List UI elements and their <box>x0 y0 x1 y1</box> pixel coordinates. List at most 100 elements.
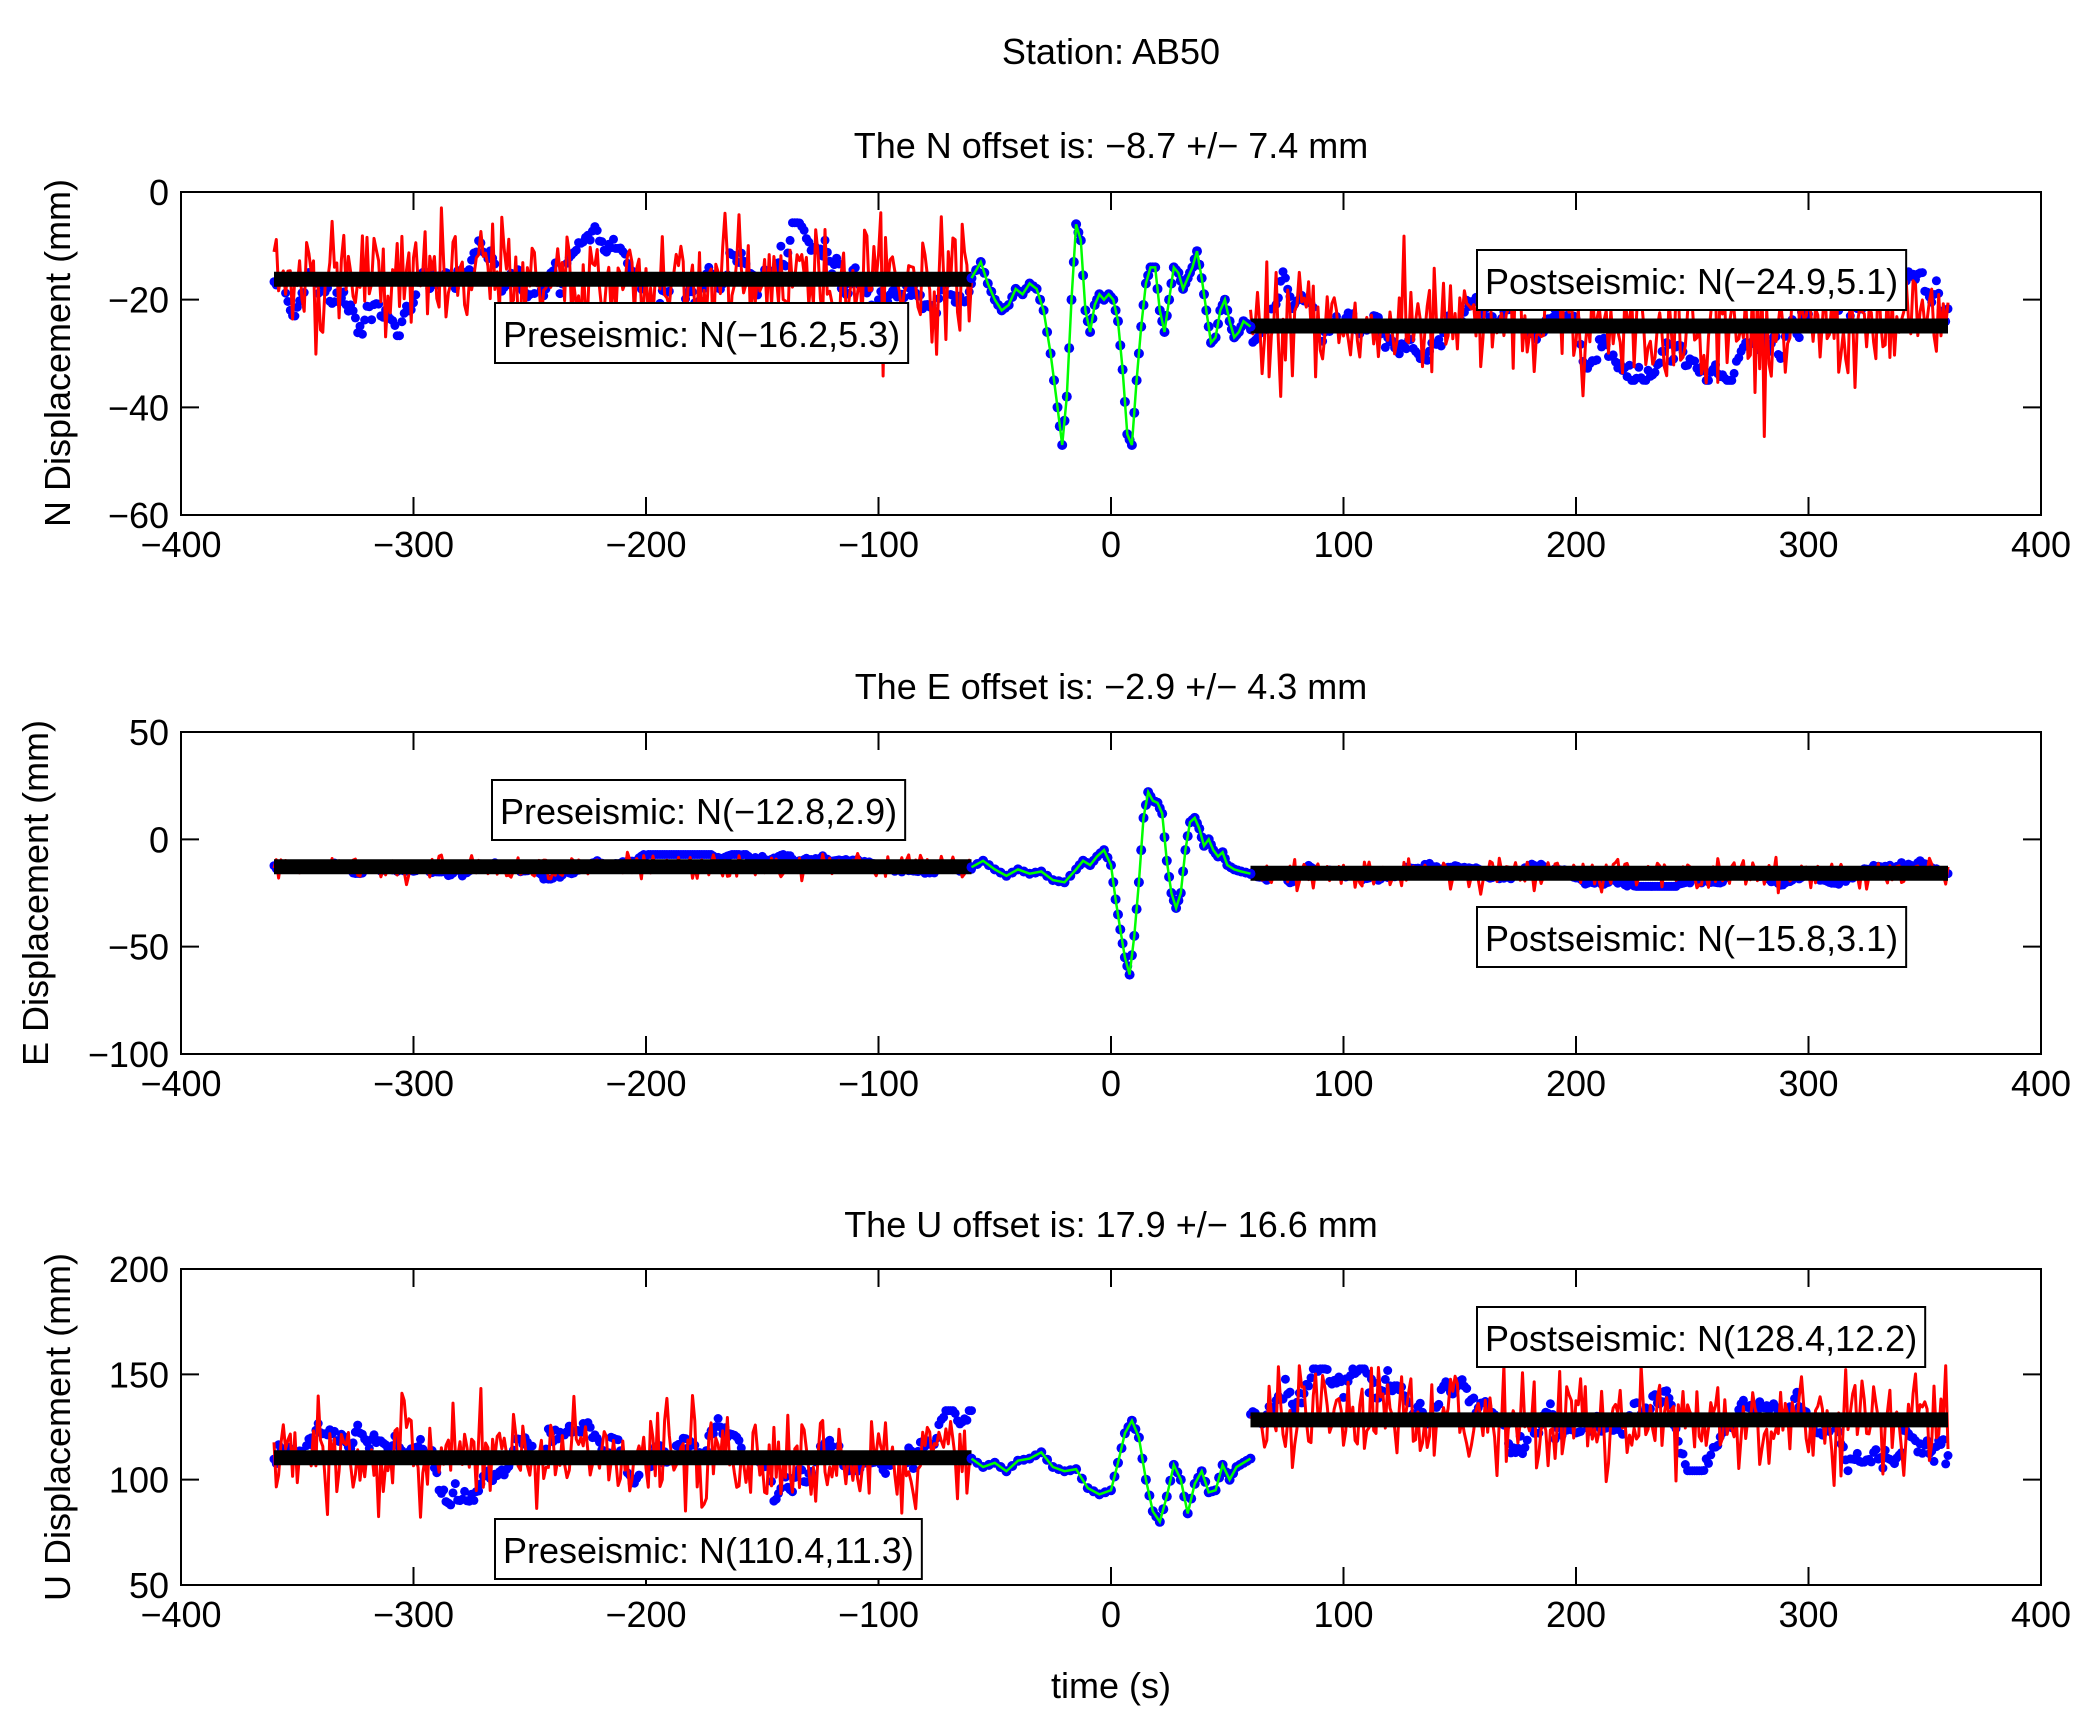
plot-area: −400 −300 −200 −100 0 100 200 300 400 50 100 150 200… <box>109 1249 2071 1635</box>
smoothed-point <box>350 313 360 323</box>
smoothed-point <box>460 1486 470 1496</box>
smoothed-point <box>1592 355 1602 365</box>
smoothed-point <box>395 331 404 341</box>
smoothed-point <box>1422 355 1432 365</box>
smoothed-point <box>469 1495 479 1505</box>
smoothed-point <box>1729 368 1739 378</box>
smoothed-point <box>357 329 367 339</box>
smoothed-point <box>348 306 358 316</box>
x-tick-label: −100 <box>838 524 919 565</box>
smoothed-point <box>1662 1386 1672 1396</box>
smoothed-point <box>1655 358 1665 368</box>
x-tick-label: −300 <box>373 1063 454 1104</box>
smoothed-point <box>1941 1459 1951 1469</box>
plot-area: −400 −300 −200 −100 0 100 200 300 400 −100 −50 0 50 P… <box>88 712 2071 1104</box>
panel-u-displacement: The U offset is: 17.9 +/− 16.6 mm U Disp… <box>37 1204 2071 1635</box>
smoothed-point <box>1727 375 1737 385</box>
smoothed-point <box>1522 1435 1532 1445</box>
x-tick-label: 200 <box>1546 1594 1606 1635</box>
panel-e-displacement: The E offset is: −2.9 +/− 4.3 mm E Displ… <box>15 666 2071 1104</box>
annotation-text: Preseismic: N(−16.2,5.3) <box>503 314 900 355</box>
smoothed-point <box>1462 1384 1472 1393</box>
panel-n-displacement: The N offset is: −8.7 +/− 7.4 mm N Displ… <box>37 125 2071 565</box>
smoothed-point <box>450 1479 460 1489</box>
y-tick-label: −60 <box>108 495 169 536</box>
x-tick-label: 0 <box>1101 524 1121 565</box>
y-tick-label: 150 <box>109 1354 169 1395</box>
annotation-box <box>491 779 907 841</box>
x-tick-label: −100 <box>838 1063 919 1104</box>
smoothed-point <box>330 1426 339 1436</box>
annotation-text: Postseismic: N(−24.9,5.1) <box>1485 261 1898 302</box>
smoothed-point <box>1339 1392 1348 1402</box>
smoothed-point <box>713 1414 723 1423</box>
y-tick-label: 50 <box>129 712 169 753</box>
smoothed-point <box>1625 360 1634 370</box>
smoothed-point <box>1304 1381 1314 1391</box>
smoothed-point <box>283 297 293 306</box>
smoothed-point <box>448 1488 458 1498</box>
smoothed-point <box>736 1443 746 1453</box>
smoothed-point <box>1401 344 1411 354</box>
preseismic-annotation: Preseismic: N(−16.2,5.3) <box>494 302 910 364</box>
smoothed-point <box>1576 1427 1586 1436</box>
smoothed-point <box>613 1435 623 1445</box>
smoothed-point <box>881 1469 890 1478</box>
y-axis-label: U Displacement (mm) <box>37 1253 78 1601</box>
smoothed-point <box>1650 367 1660 377</box>
smoothed-point <box>555 289 565 299</box>
smoothed-point <box>1706 1450 1716 1460</box>
smoothed-point <box>592 226 602 235</box>
smoothed-point <box>1866 1457 1876 1467</box>
plot-area: −400 −300 −200 −100 0 100 200 300 400−60−40−200P… <box>108 172 2071 565</box>
x-tick-label: 300 <box>1778 524 1838 565</box>
x-tick-label: 0 <box>1101 1594 1121 1635</box>
x-tick-label: 0 <box>1101 1063 1121 1104</box>
smoothed-point <box>781 261 790 271</box>
smoothed-point <box>1678 1449 1688 1459</box>
y-tick-label: −20 <box>108 280 169 321</box>
smoothed-point <box>367 315 377 325</box>
x-tick-label: 100 <box>1313 524 1373 565</box>
smoothed-point <box>1634 362 1644 372</box>
y-axis-label: E Displacement (mm) <box>15 720 56 1066</box>
smoothed-point <box>585 235 595 245</box>
smoothed-point <box>799 225 809 235</box>
smoothed-point <box>1415 1398 1425 1408</box>
y-tick-label: −100 <box>88 1034 169 1075</box>
smoothed-point <box>1794 333 1804 343</box>
smoothed-point <box>1843 1466 1853 1476</box>
annotation-box <box>1476 249 1908 311</box>
coseismic-line <box>970 788 1251 975</box>
y-tick-label: 200 <box>109 1249 169 1290</box>
x-tick-label: 400 <box>2011 1594 2071 1635</box>
smoothed-point <box>1931 276 1941 286</box>
smoothed-point <box>529 289 539 298</box>
smoothed-point <box>962 1415 972 1425</box>
smoothed-point <box>439 1485 449 1495</box>
smoothed-point <box>1943 1451 1953 1460</box>
x-tick-label: 200 <box>1546 524 1606 565</box>
panel-title: The U offset is: 17.9 +/− 16.6 mm <box>844 1204 1378 1245</box>
postseismic-annotation: Postseismic: N(−15.8,3.1) <box>1476 906 1908 968</box>
smoothed-point <box>1383 1366 1393 1375</box>
annotation-box <box>1476 1306 1927 1368</box>
x-tick-label: 400 <box>2011 524 2071 565</box>
x-tick-label: −300 <box>373 1594 454 1635</box>
preseismic-annotation: Preseismic: N(−12.8,2.9) <box>491 779 907 841</box>
x-tick-label: 100 <box>1313 1594 1373 1635</box>
smoothed-point <box>355 321 365 331</box>
smoothed-point <box>948 290 958 300</box>
y-tick-label: 50 <box>129 1565 169 1606</box>
y-tick-label: 0 <box>149 172 169 213</box>
smoothed-point <box>1469 1393 1479 1403</box>
annotation-box <box>494 302 910 364</box>
smoothed-point <box>609 234 618 244</box>
smoothed-point <box>416 1434 425 1444</box>
smoothed-point <box>1280 1374 1290 1384</box>
smoothed-point <box>1280 273 1290 283</box>
smoothed-point <box>1436 341 1446 351</box>
x-tick-label: 300 <box>1778 1594 1838 1635</box>
smoothed-point <box>785 235 795 245</box>
smoothed-point <box>397 317 407 327</box>
